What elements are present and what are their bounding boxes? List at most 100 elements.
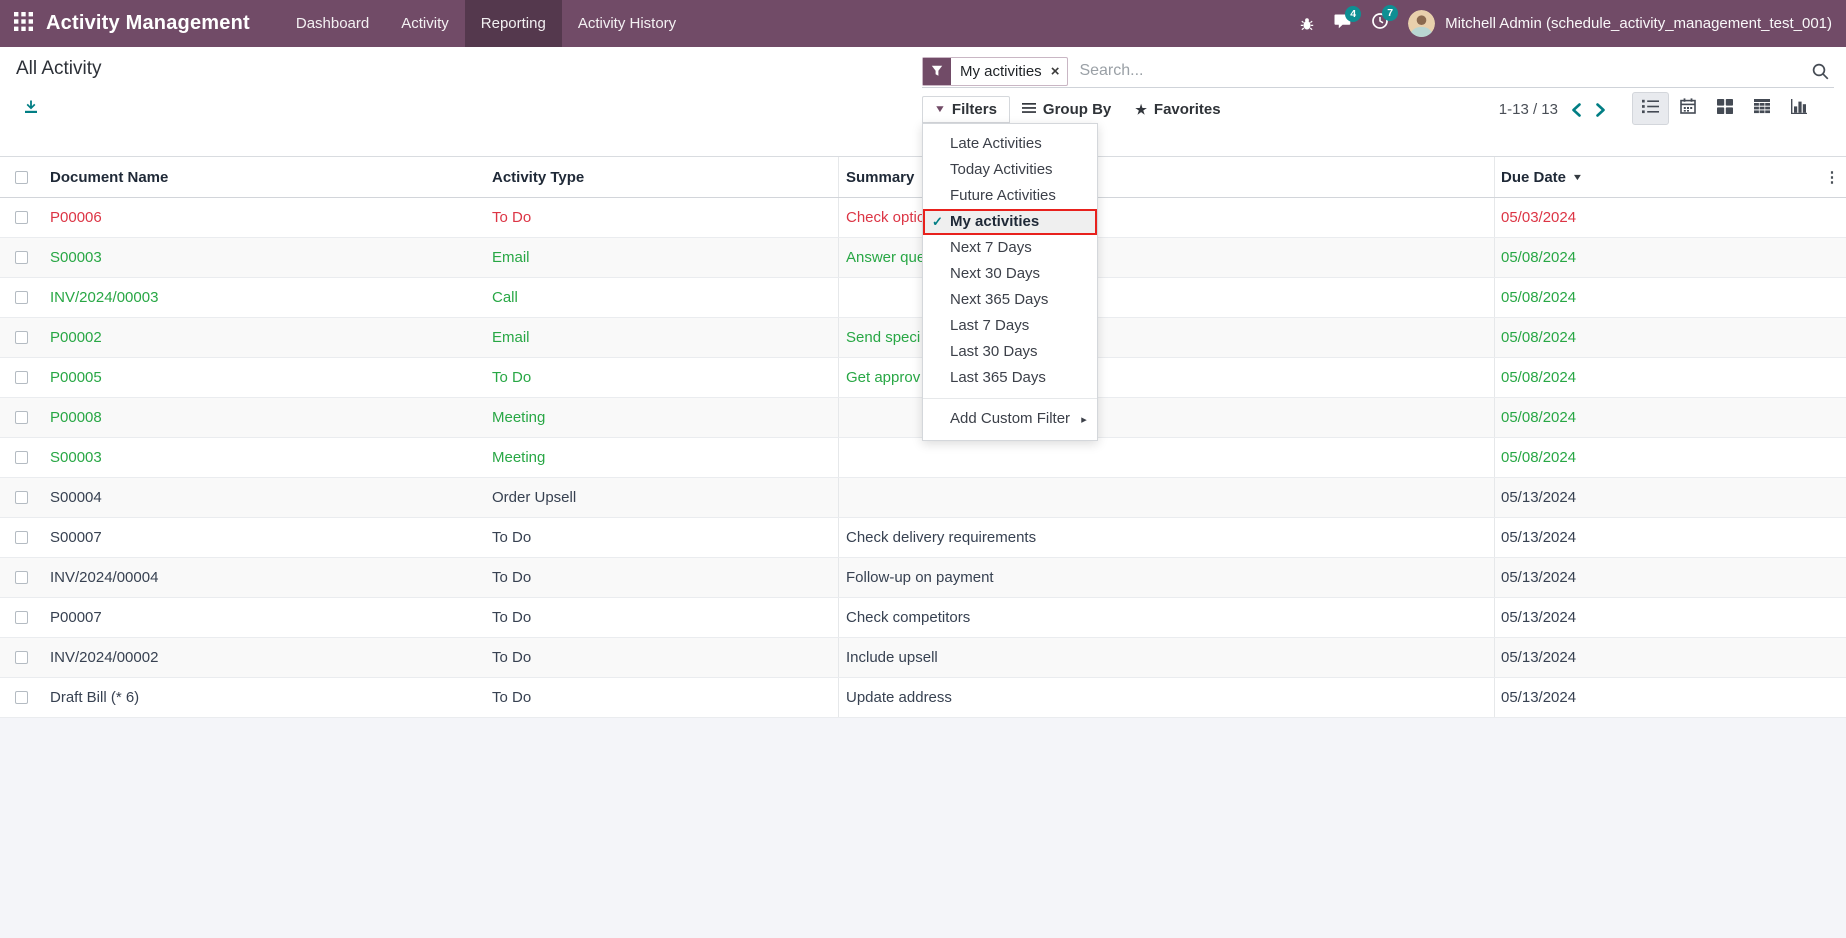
- cell-document-name: S00003: [50, 249, 102, 266]
- graph-view-button[interactable]: [1780, 92, 1817, 125]
- table-row[interactable]: S00004 Order Upsell 05/13/2024: [0, 478, 1846, 518]
- messages-button[interactable]: 4: [1334, 5, 1362, 35]
- filter-item-last-7-days[interactable]: Last 7 Days: [950, 317, 1030, 334]
- cell-due-date: 05/08/2024: [1494, 438, 1818, 477]
- submenu-arrow-icon: ▸: [1081, 414, 1087, 426]
- page-title: All Activity: [16, 58, 102, 79]
- activities-button[interactable]: 7: [1371, 5, 1399, 35]
- nav-item-reporting[interactable]: Reporting: [464, 0, 562, 47]
- row-checkbox[interactable]: [15, 291, 28, 304]
- pivot-view-button[interactable]: [1743, 92, 1780, 125]
- filter-item-last-30-days[interactable]: Last 30 Days: [950, 343, 1038, 360]
- cell-activity-type: To Do: [492, 609, 532, 626]
- pager-previous-button[interactable]: [1571, 102, 1582, 117]
- row-checkbox[interactable]: [15, 211, 28, 224]
- cell-document-name: Draft Bill (* 6): [50, 689, 140, 706]
- user-avatar[interactable]: [1408, 10, 1436, 37]
- download-icon: [23, 100, 39, 119]
- table-row[interactable]: P00007 To Do Check competitors 05/13/202…: [0, 598, 1846, 638]
- row-checkbox[interactable]: [15, 571, 28, 584]
- nav-item-dashboard[interactable]: Dashboard: [295, 15, 370, 32]
- cell-summary: Update address: [838, 678, 1494, 717]
- filter-item-last-365-days[interactable]: Last 365 Days: [950, 369, 1046, 386]
- cell-document-name: P00008: [50, 409, 102, 426]
- search-icon[interactable]: [1811, 62, 1830, 81]
- header-document-name[interactable]: Document Name: [50, 168, 169, 186]
- filter-funnel-icon: [923, 57, 951, 85]
- table-row[interactable]: P00006 To Do Check optio 05/03/2024: [0, 198, 1846, 238]
- cell-activity-type: To Do: [492, 209, 532, 226]
- cell-summary: [838, 398, 1494, 437]
- cell-activity-type: To Do: [492, 649, 532, 666]
- facet-label: My activities: [960, 62, 1042, 80]
- filter-caret-icon: ▼: [933, 104, 947, 115]
- cell-summary: [838, 478, 1494, 517]
- cell-due-date: 05/13/2024: [1494, 638, 1818, 677]
- row-checkbox[interactable]: [15, 331, 28, 344]
- cell-summary: Send speci: [838, 318, 1494, 357]
- header-activity-type[interactable]: Activity Type: [492, 168, 585, 186]
- optional-columns-toggle[interactable]: ⋮: [1818, 168, 1846, 186]
- pager: 1-13 / 13: [1499, 96, 1606, 123]
- add-custom-filter-item[interactable]: Add Custom Filter ▸: [923, 406, 1097, 432]
- pager-next-button[interactable]: [1595, 102, 1606, 117]
- facet-remove-button[interactable]: ×: [1050, 62, 1060, 80]
- filter-item-next-7-days[interactable]: Next 7 Days: [950, 239, 1032, 256]
- row-checkbox[interactable]: [15, 251, 28, 264]
- table-row[interactable]: INV/2024/00004 To Do Follow-up on paymen…: [0, 558, 1846, 598]
- table-row[interactable]: Draft Bill (* 6) To Do Update address 05…: [0, 678, 1846, 718]
- cell-document-name: P00002: [50, 329, 102, 346]
- row-checkbox[interactable]: [15, 611, 28, 624]
- row-checkbox[interactable]: [15, 451, 28, 464]
- header-summary[interactable]: Summary: [838, 157, 1494, 197]
- cell-activity-type: To Do: [492, 369, 532, 386]
- table-row[interactable]: INV/2024/00002 To Do Include upsell 05/1…: [0, 638, 1846, 678]
- row-checkbox[interactable]: [15, 691, 28, 704]
- cell-due-date: 05/08/2024: [1494, 318, 1818, 357]
- favorites-button[interactable]: ★ Favorites: [1123, 96, 1232, 123]
- bar-chart-icon: [1790, 98, 1807, 119]
- filter-item-late-activities[interactable]: Late Activities: [950, 135, 1042, 152]
- debug-bug-icon[interactable]: [1299, 16, 1315, 32]
- select-all-checkbox[interactable]: [15, 170, 28, 184]
- cell-activity-type: Meeting: [492, 409, 546, 426]
- user-menu[interactable]: Mitchell Admin (schedule_activity_manage…: [1445, 15, 1832, 32]
- header-due-date[interactable]: Due Date ▼: [1494, 157, 1818, 197]
- filter-item-next-30-days[interactable]: Next 30 Days: [950, 265, 1041, 282]
- kanban-view-button[interactable]: [1706, 92, 1743, 125]
- cell-summary: [838, 278, 1494, 317]
- filter-item-next-365-days[interactable]: Next 365 Days: [950, 291, 1049, 308]
- filter-item-today-activities[interactable]: Today Activities: [950, 161, 1053, 178]
- search-input[interactable]: [1079, 62, 1811, 80]
- cell-due-date: 05/13/2024: [1494, 558, 1818, 597]
- group-by-button[interactable]: Group By: [1010, 96, 1123, 123]
- cell-document-name: P00006: [50, 209, 102, 226]
- apps-menu-button[interactable]: [0, 0, 46, 47]
- kanban-icon: [1716, 98, 1733, 119]
- filter-item-future-activities[interactable]: Future Activities: [950, 187, 1056, 204]
- cell-summary: Include upsell: [838, 638, 1494, 677]
- row-checkbox[interactable]: [15, 371, 28, 384]
- filters-button[interactable]: ▼ Filters: [922, 96, 1010, 123]
- export-button[interactable]: [23, 99, 39, 120]
- cell-summary: Answer que: [838, 238, 1494, 277]
- add-custom-filter-label: Add Custom Filter: [950, 410, 1071, 427]
- list-icon: [1642, 99, 1659, 119]
- cell-document-name: S00007: [50, 529, 102, 546]
- row-checkbox[interactable]: [15, 491, 28, 504]
- calendar-view-button[interactable]: [1669, 92, 1706, 125]
- row-checkbox[interactable]: [15, 531, 28, 544]
- cell-activity-type: Order Upsell: [492, 489, 577, 506]
- table-row[interactable]: S00003 Meeting 05/08/2024: [0, 438, 1846, 478]
- list-view-button[interactable]: [1632, 92, 1669, 125]
- nav-item-activity[interactable]: Activity: [401, 15, 449, 32]
- table-row[interactable]: S00007 To Do Check delivery requirements…: [0, 518, 1846, 558]
- row-checkbox[interactable]: [15, 411, 28, 424]
- filter-item-label: My activities: [950, 213, 1040, 230]
- filter-item-my-activities[interactable]: ✓ My activities: [923, 209, 1097, 235]
- filters-button-label: Filters: [951, 101, 997, 118]
- row-checkbox[interactable]: [15, 651, 28, 664]
- nav-item-activity-history[interactable]: Activity History: [577, 15, 677, 32]
- cell-document-name: INV/2024/00003: [50, 289, 159, 306]
- pivot-grid-icon: [1753, 98, 1770, 119]
